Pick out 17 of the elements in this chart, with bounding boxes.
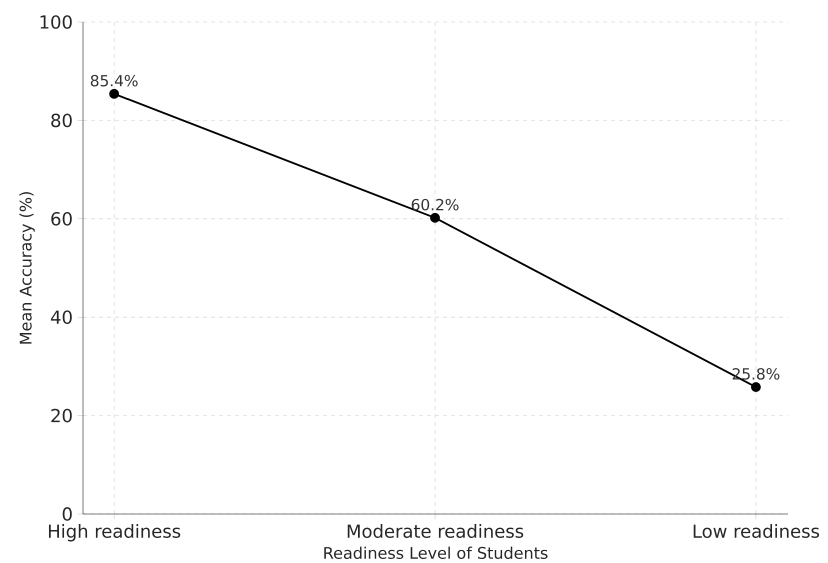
x-axis-title: Readiness Level of Students (324, 546, 548, 559)
y-tick-label: 100 (40, 14, 72, 29)
y-axis-title: Mean Accuracy (%) (19, 192, 35, 344)
point (750, 382, 761, 392)
x-tick-label: Low readiness (694, 524, 820, 538)
y-tick-label: 20 (51, 408, 72, 422)
x-tick-label: High readiness (48, 524, 180, 542)
x-tick-label: Moderate readiness (348, 524, 524, 538)
data-label: 60.2% (412, 198, 459, 210)
y-tick-label: 0 (62, 506, 72, 521)
point (430, 212, 440, 223)
y-tick-label: 60 (51, 212, 72, 226)
y-tick-label: 40 (50, 310, 72, 324)
y-tick-label: 80 (51, 113, 72, 127)
data-label: 85.4% (90, 74, 138, 86)
point (109, 88, 120, 99)
data-label: 25.8% (732, 368, 780, 380)
